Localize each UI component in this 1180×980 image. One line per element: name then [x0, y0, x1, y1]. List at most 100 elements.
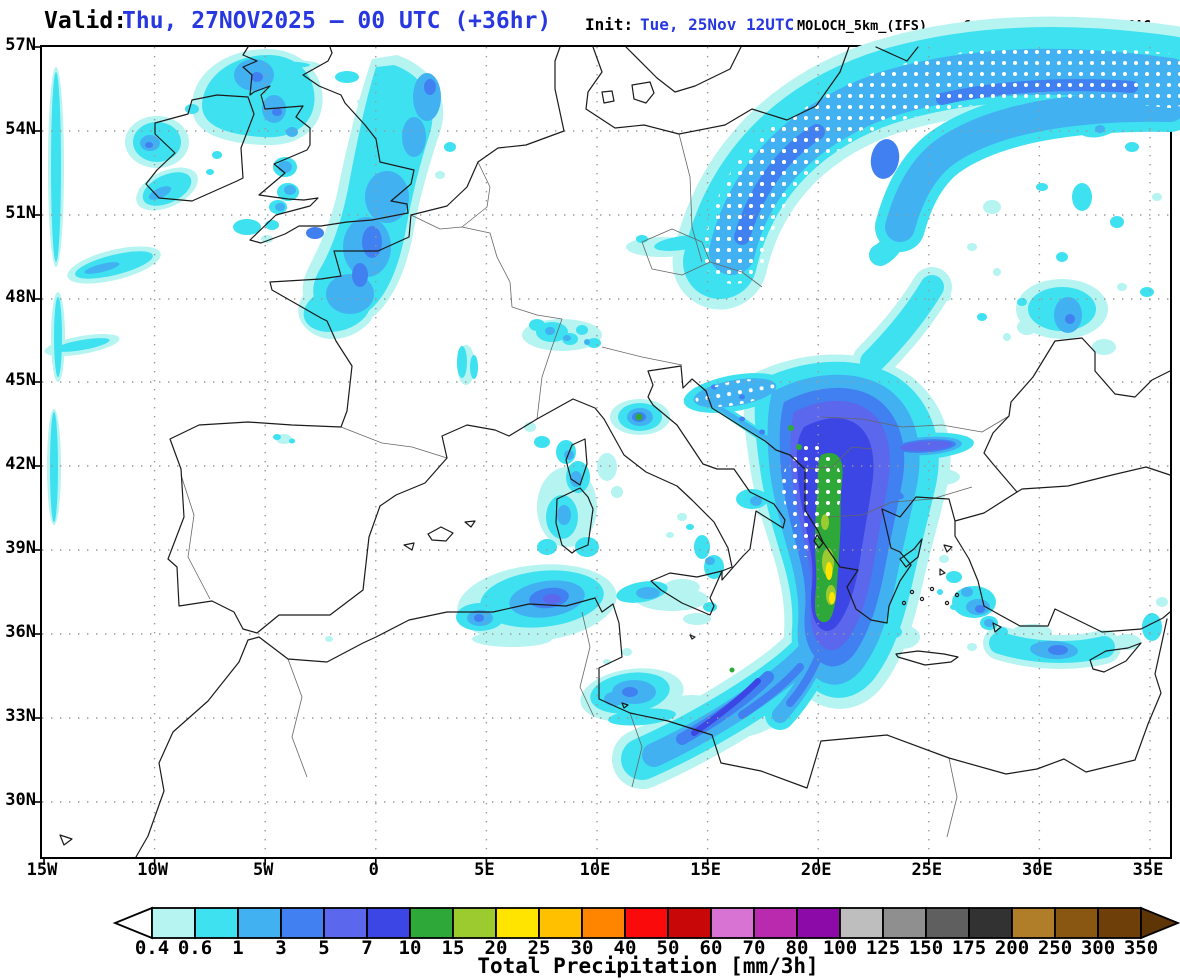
colorbar-segment: [968, 907, 1013, 939]
coast-ireland: [145, 94, 255, 202]
precip-level-20: [825, 562, 835, 604]
init-label: Init:: [585, 15, 634, 34]
lon-tick-label: 5W: [252, 860, 274, 880]
colorbar-tick-value: 15: [441, 937, 465, 959]
island-cyclades-1: [909, 589, 915, 595]
colorbar-segment: [237, 907, 282, 939]
coast-west-europe: [167, 214, 912, 634]
colorbar-tick-value: 7: [361, 937, 373, 959]
colorbar-tick-value: 70: [742, 937, 766, 959]
island-cyclades-3: [929, 586, 935, 592]
lat-tick-label: 33N: [5, 706, 36, 726]
colorbar-segment: [495, 907, 540, 939]
island-sardinia: [555, 487, 594, 554]
colorbar-tick-value: 100: [822, 937, 858, 959]
colorbar-tick-value: 0.4: [134, 937, 170, 959]
colorbar-svg: [112, 906, 1180, 940]
colorbar-left-arrow: [112, 906, 153, 940]
colorbar-segment: [1097, 907, 1142, 939]
lat-tick-label: 39N: [5, 538, 36, 558]
lat-tick-label: 51N: [5, 203, 36, 223]
colorbar-segment: [538, 907, 583, 939]
colorbar-tick-value: 175: [951, 937, 987, 959]
lon-tick-label: 30E: [1022, 860, 1053, 880]
colorbar-title: Total Precipitation [mm/3h]: [477, 954, 819, 978]
island-chios: [939, 568, 946, 576]
lon-tick-label: 0: [368, 860, 379, 880]
coast-north-sea-baltic: [410, 46, 565, 216]
colorbar-segment: [796, 907, 841, 939]
colorbar-tick-value: 300: [1080, 937, 1116, 959]
colorbar-segment: [366, 907, 411, 939]
colorbar-tick-value: 150: [908, 937, 944, 959]
island-funen: [601, 90, 615, 104]
lon-tick-label: 5E: [474, 860, 495, 880]
island-euboea: [899, 538, 923, 568]
island-cyclades-6: [954, 592, 960, 598]
colorbar-tick-value: 40: [613, 937, 637, 959]
country-borders: [180, 133, 1010, 838]
island-cyclades-2: [919, 596, 925, 602]
island-malta: [689, 634, 696, 640]
colorbar-tick-value: 250: [1037, 937, 1073, 959]
colorbar-segment: [581, 907, 626, 939]
lon-tick-label: 20E: [800, 860, 832, 880]
island-mallorca: [427, 526, 454, 542]
colorbar-segment: [839, 907, 884, 939]
valid-datetime: Thu, 27NOV2025 — 00 UTC (+36hr): [122, 8, 552, 34]
colorbar-tick-value: 5: [318, 937, 330, 959]
colorbar-segment: [753, 907, 798, 939]
colorbar-segment: [452, 907, 497, 939]
coast-gulf-of-riga: [875, 46, 919, 62]
lat-tick-label: 48N: [5, 287, 36, 307]
lon-tick-label: 35E: [1132, 860, 1164, 880]
island-canary: [59, 834, 73, 846]
colorbar-segment: [194, 907, 239, 939]
colorbar-segment: [624, 907, 669, 939]
colorbar-segment: [151, 907, 196, 939]
lat-tick-label: 36N: [5, 622, 36, 642]
map-frame: [34, 16, 1180, 865]
island-cyclades-4: [901, 600, 907, 606]
colorbar-tick-value: 0.6: [177, 937, 213, 959]
coast-levant-africa: [135, 597, 1168, 858]
colorbar-segment: [1054, 907, 1099, 939]
coast-sweden: [625, 46, 742, 93]
lon-tick-label: 10W: [137, 860, 168, 880]
coast-black-sea-west: [983, 337, 1171, 493]
lat-tick-label: 30N: [5, 790, 36, 810]
model-name: MOLOCH_5km_(IFS): [797, 18, 928, 34]
island-djerba: [621, 702, 629, 709]
lat-tick-label: 45N: [5, 370, 36, 390]
colorbar-tick-value: 125: [865, 937, 901, 959]
lat-tick-label: 54N: [5, 119, 36, 139]
colorbar-segment: [710, 907, 755, 939]
colorbar-tick-value: 200: [994, 937, 1030, 959]
lat-tick-label: 57N: [5, 35, 36, 55]
lat-tick-label: 42N: [5, 454, 36, 474]
island-crete: [895, 650, 959, 666]
colorbar-tick-value: 80: [785, 937, 809, 959]
colorbar-tick-value: 350: [1123, 937, 1159, 959]
colorbar-segment: [1011, 907, 1056, 939]
valid-label: Valid:: [44, 8, 128, 34]
colorbar-segment: [323, 907, 368, 939]
island-zealand: [631, 81, 655, 104]
island-rhodes: [992, 622, 1002, 633]
colorbar-tick-value: 60: [699, 937, 723, 959]
colorbar-tick-value: 25: [527, 937, 551, 959]
lon-tick-label: 15W: [26, 860, 58, 880]
island-cyclades-5: [944, 600, 950, 606]
colorbar-tick-value: 20: [484, 937, 508, 959]
island-sicily: [650, 570, 723, 616]
island-lesbos: [943, 544, 953, 553]
island-corsica: [565, 438, 588, 486]
colorbar-right-arrow: [1140, 906, 1180, 940]
colorbar-segment: [925, 907, 970, 939]
precip-level-0p6: [50, 26, 1180, 780]
graticule: [42, 47, 1170, 857]
coast-great-britain: [242, 46, 415, 244]
island-ibiza: [403, 542, 415, 551]
lon-tick-label: 15E: [690, 860, 721, 880]
coast-jutland-east: [585, 46, 850, 135]
